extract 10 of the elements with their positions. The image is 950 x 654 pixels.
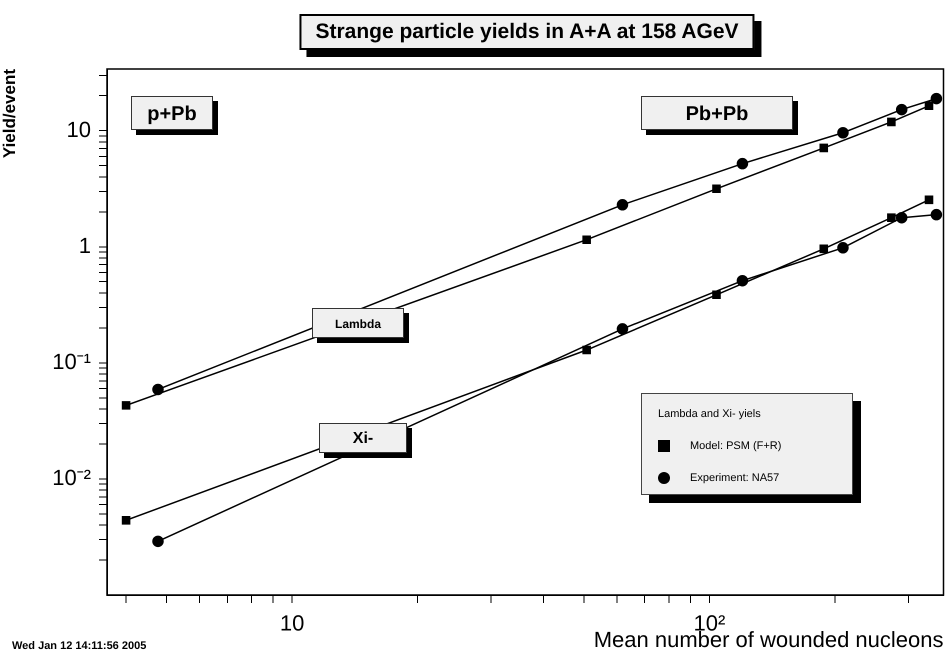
y-tick-label: 10 — [66, 116, 91, 142]
legend-title: Lambda and Xi- yiels — [658, 408, 762, 420]
y-axis-title: Yield/event — [0, 68, 19, 158]
text: Wed Jan 12 14:11:56 2005 — [12, 640, 146, 652]
y-tick-label: 10⁻² — [52, 464, 91, 490]
y-tick-label: 1 — [78, 232, 91, 258]
y-tick-label: 10⁻¹ — [52, 348, 91, 374]
legend-label: Experiment: NA57 — [690, 472, 780, 484]
chart-title: Strange particle yields in A+A at 158 AGeV — [299, 14, 755, 50]
legend-label: Model: PSM (F+R) — [690, 440, 782, 452]
